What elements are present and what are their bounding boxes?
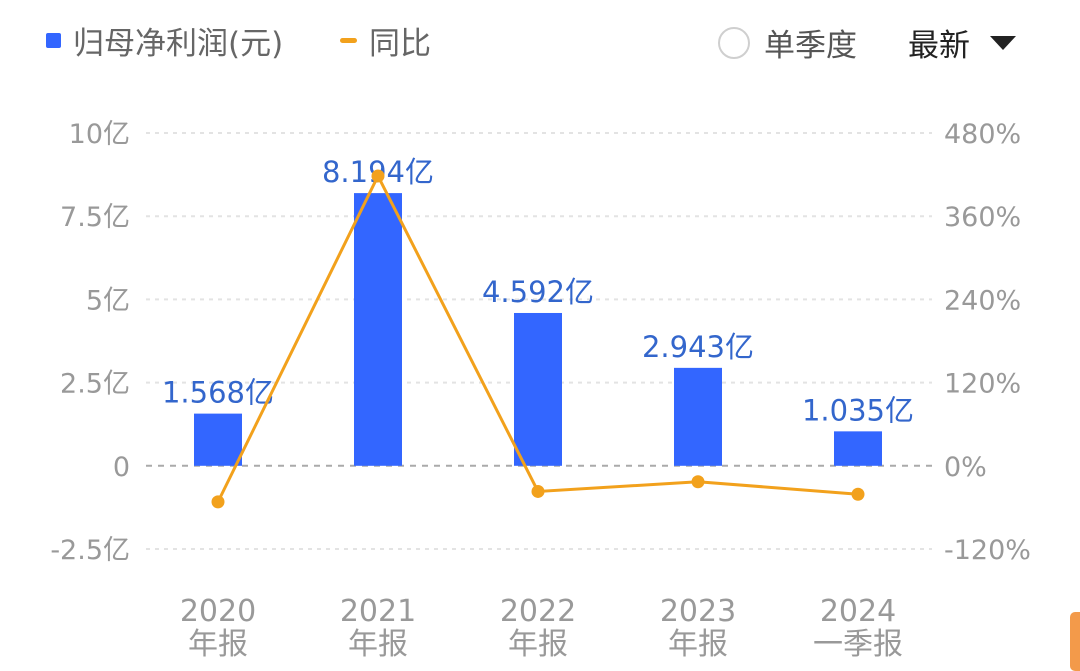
bar-value-label: 1.568亿 xyxy=(162,376,274,410)
x-axis-year-label: 2024 xyxy=(820,594,896,629)
x-axis-year-label: 2023 xyxy=(660,594,736,629)
chart-header: 归母净利润(元) 同比 单季度 最新 xyxy=(0,0,1080,80)
bar xyxy=(834,431,882,466)
right-axis-tick-label: 120% xyxy=(944,369,1021,400)
bar xyxy=(514,312,562,466)
x-axis-report-label: 年报 xyxy=(668,627,728,662)
right-axis-tick-label: 0% xyxy=(944,452,987,483)
bar-value-label: 2.943亿 xyxy=(642,330,754,364)
x-axis-report-label: 年报 xyxy=(188,627,248,662)
left-axis-tick-label: 7.5亿 xyxy=(60,202,130,233)
right-axis-tick-label: 480% xyxy=(944,119,1021,150)
x-axis-report-label: 年报 xyxy=(508,627,568,662)
left-axis-tick-label: 10亿 xyxy=(69,119,130,150)
legend-item-net-profit[interactable]: 归母净利润(元) xyxy=(46,18,283,63)
radio-icon[interactable] xyxy=(718,26,750,59)
single-quarter-toggle[interactable]: 单季度 xyxy=(718,20,857,65)
bar-value-label: 4.592亿 xyxy=(482,275,594,309)
left-axis-tick-label: 5亿 xyxy=(86,285,130,316)
bar xyxy=(194,413,242,466)
x-axis-year-label: 2020 xyxy=(180,594,256,629)
yoy-point xyxy=(531,484,545,498)
legend-label-yoy: 同比 xyxy=(369,26,431,62)
period-dropdown[interactable]: 最新 xyxy=(908,20,1016,65)
legend-item-yoy[interactable]: 同比 xyxy=(340,18,431,63)
left-axis-tick-label: 0 xyxy=(113,452,130,483)
right-axis-tick-label: 240% xyxy=(944,285,1021,316)
yoy-point xyxy=(211,495,225,509)
period-dropdown-value: 最新 xyxy=(908,28,970,64)
legend-label-net-profit: 归母净利润(元) xyxy=(73,26,284,62)
bar xyxy=(354,193,402,466)
yoy-point xyxy=(691,475,705,489)
scroll-indicator[interactable] xyxy=(1070,612,1080,671)
right-axis-tick-label: -120% xyxy=(944,535,1031,566)
left-axis-tick-label: -2.5亿 xyxy=(50,535,130,566)
bar xyxy=(674,367,722,466)
chevron-down-icon xyxy=(990,35,1016,50)
legend-line-swatch xyxy=(340,38,357,43)
right-axis-tick-label: 360% xyxy=(944,202,1021,233)
x-axis-report-label: 年报 xyxy=(348,627,408,662)
bar-value-label: 1.035亿 xyxy=(802,393,914,427)
x-axis-report-label: 一季报 xyxy=(813,627,903,662)
x-axis-year-label: 2021 xyxy=(340,594,416,629)
single-quarter-label: 单季度 xyxy=(764,28,857,64)
yoy-point xyxy=(851,487,865,501)
left-axis-tick-label: 2.5亿 xyxy=(60,369,130,400)
yoy-point xyxy=(371,169,385,183)
x-axis-year-label: 2022 xyxy=(500,594,576,629)
legend-bar-swatch xyxy=(46,33,61,48)
